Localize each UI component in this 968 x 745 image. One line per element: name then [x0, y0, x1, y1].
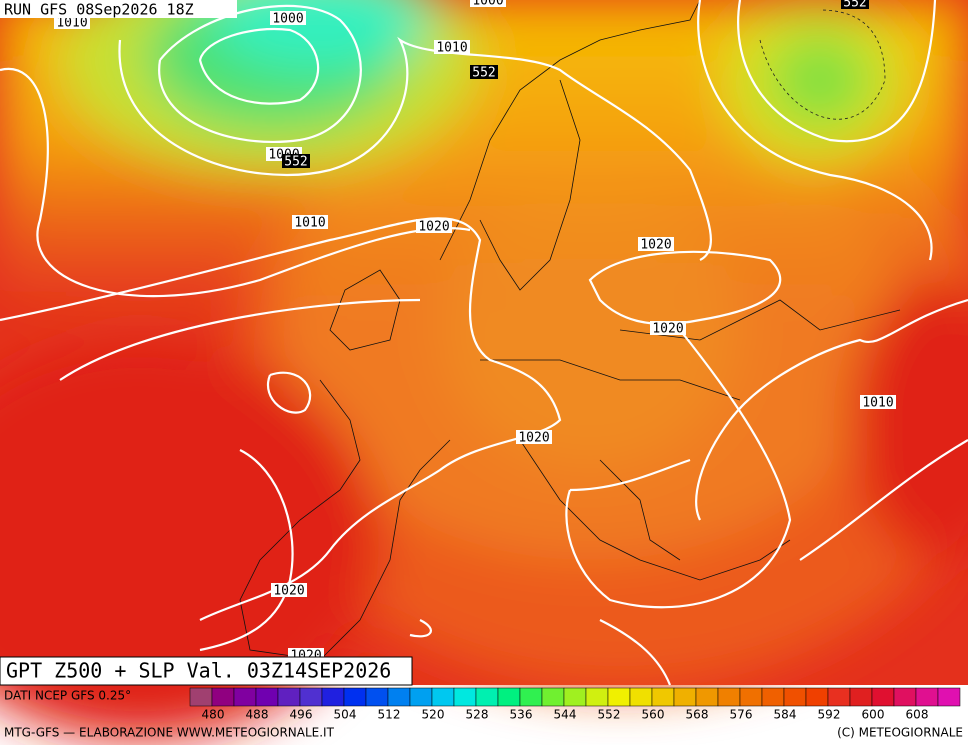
contour-label: 1000 [272, 12, 303, 27]
contour-label-box [292, 215, 328, 229]
colorbar-label: 512 [378, 708, 401, 722]
colorbar-label: 576 [730, 708, 753, 722]
contour-label: 1020 [273, 584, 304, 599]
contour-label-box [470, 65, 498, 79]
colorbar-swatch [519, 687, 543, 707]
colorbar-swatch [871, 687, 895, 707]
contour-label-box [650, 321, 686, 335]
colorbar-label: 496 [290, 708, 313, 722]
colorbar-swatch [541, 687, 565, 707]
colorbar-swatch [607, 687, 631, 707]
colorbar-label: 536 [510, 708, 533, 722]
colorbar-swatch [783, 687, 807, 707]
colorbar-label: 600 [862, 708, 885, 722]
contour-label: 1010 [294, 216, 325, 231]
contour-label-box [416, 219, 452, 233]
colorbar-swatch [695, 687, 719, 707]
contour-label: 552 [284, 155, 307, 170]
contour-label-box [434, 40, 470, 54]
colorbar-swatch [827, 687, 851, 707]
colorbar-swatch [497, 687, 521, 707]
colorbar-label: 584 [774, 708, 797, 722]
contour-label-box [271, 583, 307, 597]
colorbar-swatch [189, 687, 213, 707]
colorbar-swatch [893, 687, 917, 707]
footer-left: MTG-GFS — ELABORAZIONE WWW.METEOGIORNALE… [4, 726, 335, 740]
colorbar: 480 488 496 504 512 520 528 536 544 552 560 568 576 5… [189, 687, 961, 722]
colorbar-swatch [211, 687, 235, 707]
run-label-box [0, 0, 237, 18]
contour-label-box [270, 11, 306, 25]
contour-label-box [841, 0, 869, 9]
contour-label: 1010 [56, 16, 87, 31]
colorbar-swatch [717, 687, 741, 707]
contour-label: 552 [472, 66, 495, 81]
colorbar-swatch [937, 687, 961, 707]
colorbar-swatch [255, 687, 279, 707]
colorbar-label: 568 [686, 708, 709, 722]
isobars [0, 0, 968, 686]
colorbar-label: 544 [554, 708, 577, 722]
colorbar-label: 560 [642, 708, 665, 722]
map-title: GPT Z500 + SLP Val. 03Z14SEP2026 [6, 659, 391, 683]
colorbar-swatch [585, 687, 609, 707]
contour-label-box [54, 15, 90, 29]
colorbar-label: 480 [202, 708, 225, 722]
colorbar-swatch [915, 687, 939, 707]
data-source: DATI NCEP GFS 0.25° [4, 689, 131, 703]
colorbar-swatch [673, 687, 697, 707]
colorbar-swatch [805, 687, 829, 707]
colorbar-swatch [651, 687, 675, 707]
footer-right: (C) METEOGIORNALE [837, 726, 963, 740]
colorbar-label: 552 [598, 708, 621, 722]
colorbar-swatch [475, 687, 499, 707]
borders [239, 0, 901, 661]
contour-label: 1010 [436, 41, 467, 56]
colorbar-label: 608 [906, 708, 929, 722]
contour-label-box [860, 395, 896, 409]
contour-label-box [638, 237, 674, 251]
colorbar-label: 592 [818, 708, 841, 722]
contour-label-box [470, 0, 506, 7]
colorbar-label: 520 [422, 708, 445, 722]
contour-label: 1020 [640, 238, 671, 253]
contour-label-box [282, 154, 310, 168]
map-title-box [0, 656, 413, 686]
contour-label-box [516, 430, 552, 444]
colorbar-label: 528 [466, 708, 489, 722]
colorbar-swatch [453, 687, 477, 707]
colorbar-swatch [563, 687, 587, 707]
colorbar-swatch [387, 687, 411, 707]
colorbar-swatch [343, 687, 367, 707]
contour-label: 1010 [862, 396, 893, 411]
contour-label: 1020 [518, 431, 549, 446]
contour-label: 1000 [472, 0, 503, 9]
colorbar-swatch [629, 687, 653, 707]
colorbar-swatch [431, 687, 455, 707]
contour-label: 1020 [418, 220, 449, 235]
colorbar-swatch [739, 687, 763, 707]
contour-label: 552 [843, 0, 866, 11]
colorbar-swatch [849, 687, 873, 707]
colorbar-swatch [321, 687, 345, 707]
colorbar-swatch [233, 687, 257, 707]
colorbar-label: 488 [246, 708, 269, 722]
colorbar-swatch [277, 687, 301, 707]
run-label: RUN GFS 08Sep2026 18Z [4, 1, 194, 19]
contour-label: 1020 [652, 322, 683, 337]
colorbar-swatch [409, 687, 433, 707]
colorbar-label: 504 [334, 708, 357, 722]
colorbar-swatch [365, 687, 389, 707]
colorbar-swatch [761, 687, 785, 707]
colorbar-swatch [299, 687, 323, 707]
